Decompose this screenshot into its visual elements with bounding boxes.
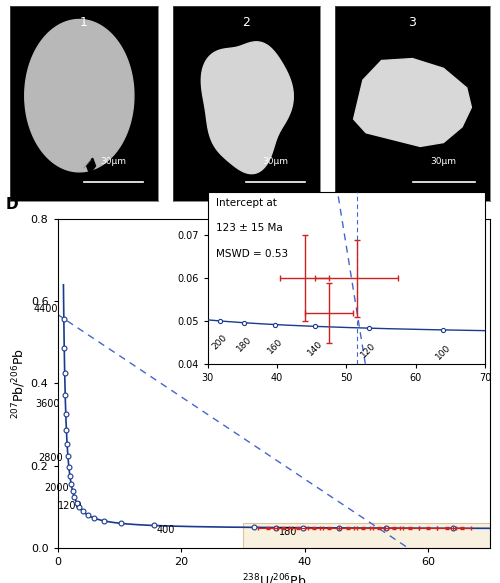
Text: 2000: 2000	[44, 483, 69, 493]
Text: 30μm: 30μm	[262, 157, 288, 166]
Text: 4400: 4400	[34, 304, 58, 314]
Text: Intercept at: Intercept at	[216, 198, 276, 208]
Text: 123 ± 15 Ma: 123 ± 15 Ma	[216, 223, 282, 233]
Text: B: B	[180, 16, 190, 30]
Text: 400: 400	[157, 525, 175, 535]
Polygon shape	[202, 42, 294, 174]
Text: 180: 180	[235, 335, 254, 354]
Text: 120: 120	[360, 340, 378, 359]
Polygon shape	[86, 158, 96, 174]
Text: 3600: 3600	[36, 399, 60, 409]
Text: 1: 1	[80, 16, 88, 29]
Text: 180: 180	[278, 527, 297, 538]
Text: 200: 200	[210, 333, 229, 352]
Text: 100: 100	[434, 342, 452, 361]
Text: 30μm: 30μm	[430, 157, 456, 166]
Text: 2: 2	[242, 16, 250, 29]
Text: 30μm: 30μm	[100, 157, 126, 166]
Polygon shape	[25, 19, 134, 172]
Text: 140: 140	[306, 339, 324, 357]
Polygon shape	[354, 58, 472, 146]
Text: MSWD = 0.53: MSWD = 0.53	[216, 249, 288, 259]
Text: 160: 160	[266, 337, 284, 356]
Text: 1200: 1200	[58, 501, 82, 511]
Bar	[243, 524, 490, 548]
X-axis label: $^{238}$U/$^{206}$Pb: $^{238}$U/$^{206}$Pb	[242, 573, 306, 583]
Text: C: C	[343, 16, 353, 30]
Text: 2800: 2800	[38, 453, 64, 463]
Text: A: A	[18, 16, 28, 30]
Text: 3: 3	[408, 16, 416, 29]
Text: D: D	[6, 197, 18, 212]
Y-axis label: $^{207}$Pb/$^{206}$Pb: $^{207}$Pb/$^{206}$Pb	[10, 348, 28, 419]
